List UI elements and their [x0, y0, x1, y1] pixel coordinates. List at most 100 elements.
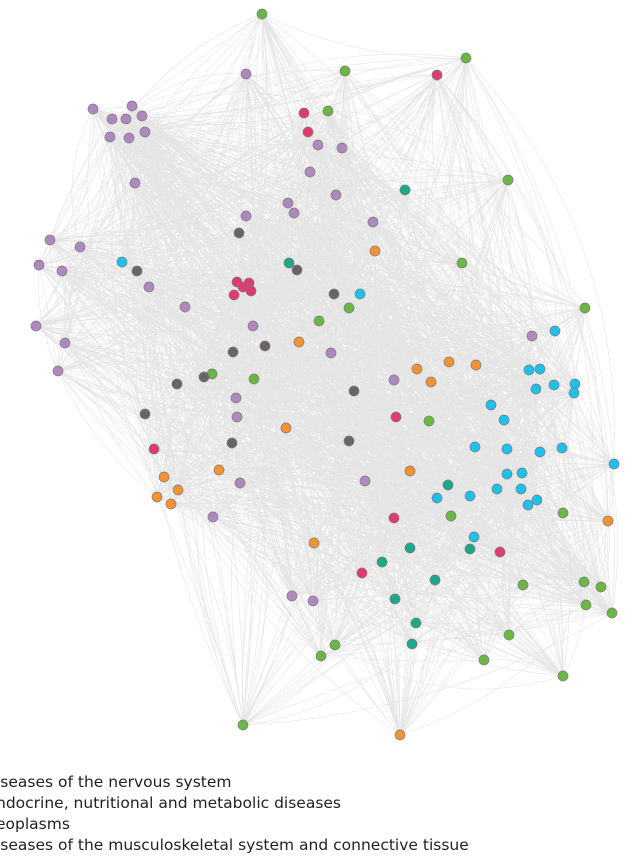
- node-gray: [328, 288, 340, 300]
- node-blue: [515, 483, 527, 495]
- node-blue: [354, 288, 366, 300]
- node-purple: [87, 103, 99, 115]
- node-purple: [44, 234, 56, 246]
- node-purple: [139, 126, 151, 138]
- node-blue: [534, 446, 546, 458]
- node-blue: [523, 364, 535, 376]
- node-purple: [56, 265, 68, 277]
- legend-item-endocrine: ndocrine, nutritional and metabolic dise…: [0, 794, 342, 812]
- node-orange: [213, 464, 225, 476]
- node-blue: [116, 256, 128, 268]
- node-gray: [226, 437, 238, 449]
- node-green: [460, 52, 472, 64]
- nodes-layer: [30, 8, 620, 741]
- node-green: [557, 507, 569, 519]
- node-green: [579, 302, 591, 314]
- node-purple: [30, 320, 42, 332]
- node-purple: [234, 477, 246, 489]
- node-teal: [464, 543, 476, 555]
- node-purple: [59, 337, 71, 349]
- node-purple: [120, 113, 132, 125]
- edges-layer: [35, 13, 618, 736]
- node-green: [517, 579, 529, 591]
- node-teal: [283, 257, 295, 269]
- node-pink: [388, 512, 400, 524]
- node-green: [478, 654, 490, 666]
- node-purple: [367, 216, 379, 228]
- node-orange: [280, 422, 292, 434]
- node-purple: [330, 189, 342, 201]
- node-orange: [369, 245, 381, 257]
- legend-item-musculoskeletal: iseases of the musculoskeletal system an…: [0, 836, 469, 854]
- node-orange: [425, 376, 437, 388]
- node-orange: [411, 363, 423, 375]
- node-gray: [198, 371, 210, 383]
- node-blue: [531, 494, 543, 506]
- legend-item-nervous-system: iseases of the nervous system: [0, 773, 232, 791]
- node-orange: [470, 359, 482, 371]
- node-blue: [485, 399, 497, 411]
- node-green: [248, 373, 260, 385]
- node-gray: [233, 227, 245, 239]
- node-orange: [404, 465, 416, 477]
- node-purple: [336, 142, 348, 154]
- node-blue: [464, 490, 476, 502]
- node-green: [445, 510, 457, 522]
- node-gray: [348, 385, 360, 397]
- node-blue: [491, 483, 503, 495]
- node-purple: [304, 166, 316, 178]
- node-gray: [171, 378, 183, 390]
- node-green: [502, 174, 514, 186]
- node-purple: [288, 207, 300, 219]
- node-purple: [282, 197, 294, 209]
- node-orange: [165, 498, 177, 510]
- node-green: [580, 599, 592, 611]
- node-green: [322, 105, 334, 117]
- node-orange: [293, 336, 305, 348]
- node-green: [423, 415, 435, 427]
- node-purple: [312, 139, 324, 151]
- network-graph: [30, 8, 620, 741]
- node-purple: [126, 100, 138, 112]
- node-pink: [228, 289, 240, 301]
- node-purple: [136, 110, 148, 122]
- node-purple: [388, 374, 400, 386]
- node-blue: [501, 468, 513, 480]
- node-green: [256, 8, 268, 20]
- node-green: [313, 315, 325, 327]
- node-purple: [307, 595, 319, 607]
- node-purple: [179, 301, 191, 313]
- node-pink: [148, 443, 160, 455]
- node-purple: [129, 177, 141, 189]
- node-green: [595, 581, 607, 593]
- node-green: [237, 719, 249, 731]
- node-teal: [410, 617, 422, 629]
- node-orange: [443, 356, 455, 368]
- node-pink: [494, 546, 506, 558]
- node-teal: [404, 542, 416, 554]
- node-purple: [230, 392, 242, 404]
- node-green: [456, 257, 468, 269]
- node-blue: [608, 458, 620, 470]
- node-purple: [247, 320, 259, 332]
- node-pink: [245, 285, 257, 297]
- node-purple: [325, 347, 337, 359]
- node-gray: [131, 265, 143, 277]
- node-green: [606, 607, 618, 619]
- node-green: [578, 576, 590, 588]
- node-pink: [431, 69, 443, 81]
- node-blue: [530, 383, 542, 395]
- node-purple: [52, 365, 64, 377]
- node-green: [557, 670, 569, 682]
- node-purple: [231, 411, 243, 423]
- node-orange: [158, 471, 170, 483]
- node-purple: [106, 113, 118, 125]
- node-pink: [356, 567, 368, 579]
- node-orange: [151, 491, 163, 503]
- node-blue: [534, 363, 546, 375]
- node-gray: [259, 340, 271, 352]
- edge-lines: [35, 13, 618, 736]
- node-purple: [74, 241, 86, 253]
- node-gray: [227, 346, 239, 358]
- node-green: [329, 639, 341, 651]
